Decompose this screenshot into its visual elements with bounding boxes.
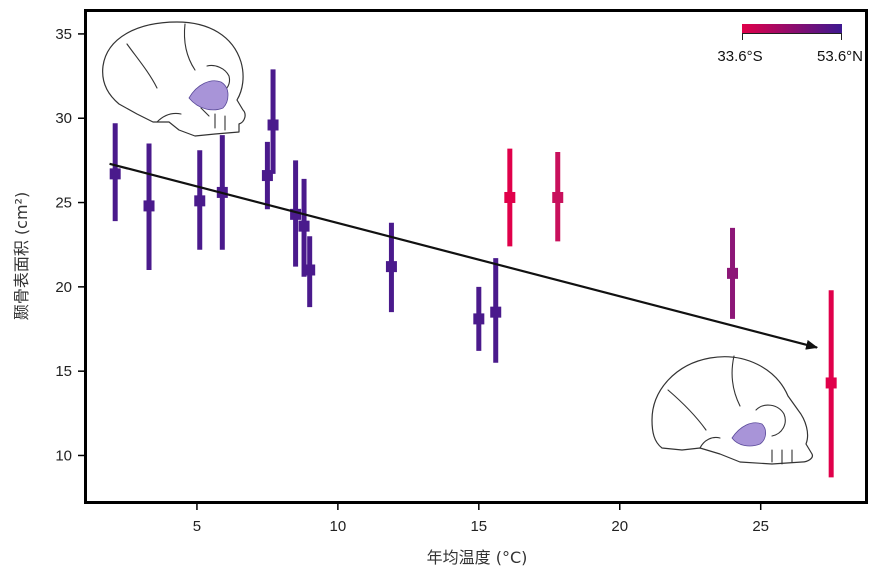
point-marker bbox=[304, 264, 316, 276]
colorbar-max-label: 53.6°N bbox=[817, 48, 863, 65]
colorbar-min-label: 33.6°S bbox=[717, 48, 762, 65]
data-point bbox=[290, 160, 302, 267]
data-point bbox=[298, 178, 310, 277]
x-axis: 5 10 15 20 25 bbox=[193, 503, 769, 535]
point-marker bbox=[473, 313, 485, 325]
plot-frame bbox=[84, 9, 868, 504]
y-tick-label: 20 bbox=[55, 279, 72, 296]
data-point bbox=[194, 150, 206, 250]
point-marker bbox=[261, 170, 273, 182]
y-tick-label: 30 bbox=[55, 110, 72, 127]
x-tick-label: 15 bbox=[470, 518, 487, 535]
data-point bbox=[825, 290, 837, 478]
data-point bbox=[552, 151, 564, 242]
point-marker bbox=[267, 119, 279, 131]
data-point bbox=[267, 69, 279, 174]
data-point bbox=[727, 227, 739, 319]
skull-icon bbox=[102, 21, 246, 137]
x-axis-title: 年均温度 (°C) bbox=[427, 548, 528, 567]
x-tick-label: 25 bbox=[752, 518, 769, 535]
point-marker bbox=[727, 267, 739, 279]
point-marker bbox=[194, 195, 206, 207]
point-marker bbox=[298, 220, 310, 232]
data-point bbox=[473, 286, 485, 351]
point-marker bbox=[552, 191, 564, 203]
data-point bbox=[490, 258, 502, 363]
y-tick-label: 10 bbox=[55, 447, 72, 464]
skull-icon bbox=[651, 355, 813, 465]
point-marker bbox=[504, 191, 516, 203]
y-tick-label: 35 bbox=[55, 26, 72, 43]
trend-arrow bbox=[109, 162, 819, 350]
point-marker bbox=[109, 168, 121, 180]
y-axis: 10 15 20 25 30 35 bbox=[55, 26, 85, 464]
data-point bbox=[143, 143, 155, 270]
x-tick-label: 20 bbox=[611, 518, 628, 535]
point-marker bbox=[385, 261, 397, 273]
colorbar bbox=[742, 24, 842, 33]
point-marker bbox=[490, 306, 502, 318]
data-point bbox=[109, 123, 121, 222]
data-point bbox=[504, 148, 516, 247]
y-axis-title: 颞骨表面积 (cm²) bbox=[12, 192, 31, 320]
point-marker bbox=[825, 377, 837, 389]
x-tick-label: 10 bbox=[330, 518, 347, 535]
colorbar-legend: 33.6°S 53.6°N bbox=[717, 24, 863, 65]
data-point bbox=[304, 236, 316, 308]
y-tick-label: 15 bbox=[55, 363, 72, 380]
point-marker bbox=[143, 200, 155, 212]
data-point bbox=[261, 141, 273, 210]
point-marker bbox=[290, 208, 302, 220]
x-tick-label: 5 bbox=[193, 518, 201, 535]
y-tick-label: 25 bbox=[55, 195, 72, 212]
